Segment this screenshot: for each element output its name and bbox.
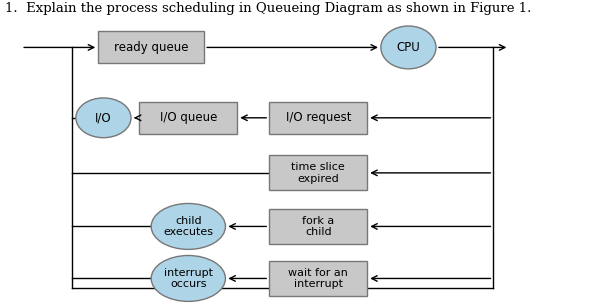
FancyBboxPatch shape: [269, 102, 367, 134]
Ellipse shape: [151, 256, 225, 301]
Text: child
executes: child executes: [163, 216, 213, 237]
Text: ready queue: ready queue: [114, 41, 188, 54]
Ellipse shape: [151, 203, 225, 249]
Text: I/O: I/O: [95, 111, 112, 124]
FancyBboxPatch shape: [139, 102, 237, 134]
Text: 1.  Explain the process scheduling in Queueing Diagram as shown in Figure 1.: 1. Explain the process scheduling in Que…: [5, 2, 532, 14]
FancyBboxPatch shape: [269, 209, 367, 244]
Text: I/O queue: I/O queue: [160, 111, 217, 124]
FancyBboxPatch shape: [269, 261, 367, 296]
Ellipse shape: [381, 26, 436, 69]
FancyBboxPatch shape: [98, 32, 205, 64]
Text: time slice
expired: time slice expired: [291, 162, 345, 184]
Text: interrupt
occurs: interrupt occurs: [164, 268, 213, 289]
Text: I/O request: I/O request: [285, 111, 351, 124]
FancyBboxPatch shape: [269, 155, 367, 190]
Text: wait for an
interrupt: wait for an interrupt: [288, 268, 348, 289]
Text: fork a
child: fork a child: [302, 216, 334, 237]
Ellipse shape: [76, 98, 131, 138]
Text: CPU: CPU: [396, 41, 420, 54]
